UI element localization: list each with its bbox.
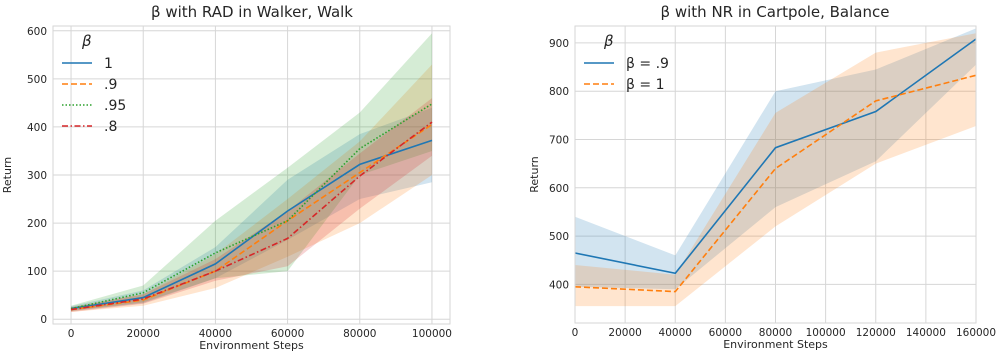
x-tick-label: 40000 [199,328,232,340]
confidence-band-1 [575,28,976,290]
x-tick-label: 60000 [271,328,304,340]
series-line-2 [70,123,433,311]
x-tick-label: 40000 [659,327,692,339]
y-tick-label: 700 [549,134,569,146]
y-tick-label: 300 [27,170,47,182]
y-tick-label: 100 [27,266,47,278]
plot-frame [574,25,977,324]
series-line-2 [574,74,977,293]
x-axis-label: Environment Steps [199,339,304,352]
plot-frame [52,25,451,325]
x-tick-label: 20000 [127,328,160,340]
y-tick-label: 500 [27,74,47,86]
x-tick-label: 100000 [806,327,846,339]
y-tick-label: 400 [27,122,47,134]
x-tick-label: 120000 [856,327,896,339]
x-tick-label: 80000 [759,327,792,339]
x-tick-label: 20000 [608,327,641,339]
y-tick-label: 0 [40,314,47,326]
x-tick-label: 0 [572,327,579,339]
confidence-band-1 [71,107,432,311]
legend: β1 .9 .95 .8 [62,32,126,135]
confidence-band-2 [71,64,432,312]
y-tick-label: 500 [549,231,569,243]
series-line-4 [70,121,433,311]
legend: β β = .9 β = 1 [584,32,669,93]
x-tick-label: 0 [68,328,75,340]
legend-entry-1: 1 [104,56,113,72]
legend-title: β [81,32,92,50]
chart-title: β with NR in Cartpole, Balance [661,3,890,21]
y-axis-label: Return [528,156,541,193]
x-tick-label: 80000 [343,328,376,340]
series-line-1 [70,139,433,310]
legend-entry-4: .8 [104,119,117,135]
x-axis-label: Environment Steps [723,338,828,351]
y-tick-label: 600 [549,183,569,195]
chart-title: β with RAD in Walker, Walk [151,3,353,21]
y-tick-label: 200 [27,218,47,230]
legend-entry-2: .9 [104,77,117,93]
confidence-band-4 [71,98,432,312]
legend-entry-3: .95 [104,98,126,114]
x-tick-label: 160000 [956,327,996,339]
chart-panel-1: 0 20000 40000 60000 80000 100000 0 100 200 300 400… [1,3,452,352]
y-tick-label: 600 [27,26,47,38]
y-tick-label: 800 [549,86,569,98]
y-tick-label: 900 [549,38,569,50]
y-tick-label: 400 [549,279,569,291]
x-tick-label: 100000 [412,328,452,340]
x-tick-label: 140000 [906,327,946,339]
y-axis-label: Return [1,157,14,194]
chart-panel-2: 0 20000 40000 60000 80000 100000 120000 140000 1… [528,3,996,351]
legend-entry-2: β = 1 [626,77,664,93]
legend-title: β [603,32,614,50]
x-tick-label: 60000 [709,327,742,339]
legend-entry-1: β = .9 [626,56,669,72]
